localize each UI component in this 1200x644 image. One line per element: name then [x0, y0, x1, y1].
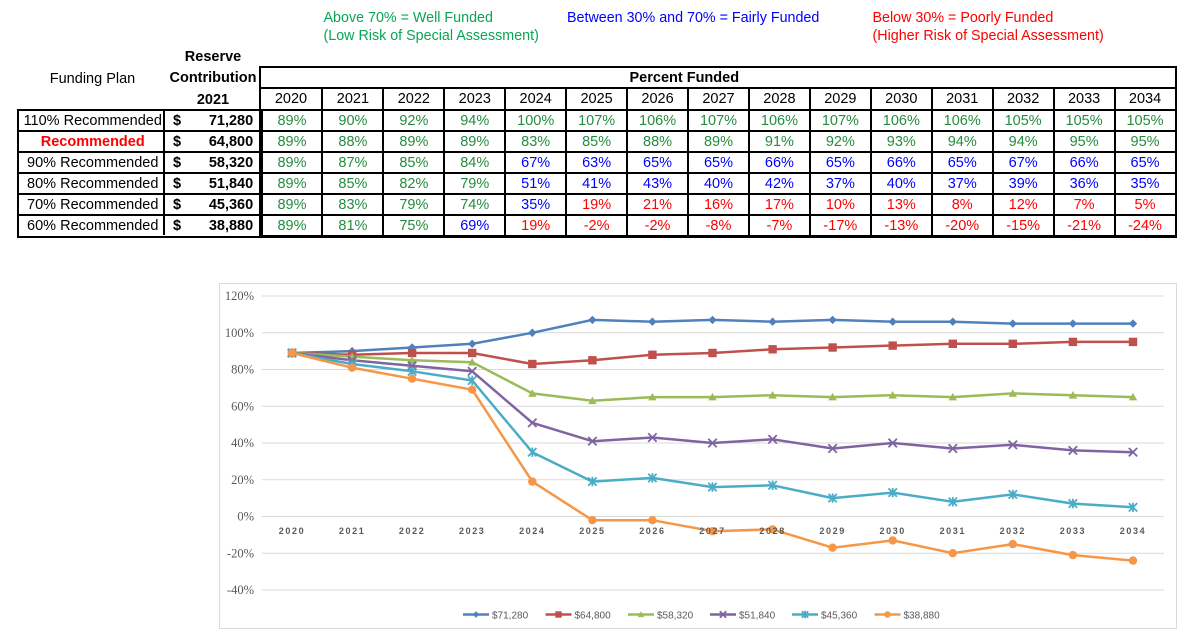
svg-text:2030: 2030	[879, 526, 905, 536]
svg-text:$38,880: $38,880	[904, 610, 941, 621]
svg-text:$58,320: $58,320	[657, 610, 694, 621]
svg-text:2022: 2022	[399, 526, 425, 536]
svg-text:80%: 80%	[231, 363, 254, 377]
svg-text:2023: 2023	[459, 526, 485, 536]
svg-text:$51,840: $51,840	[739, 610, 776, 621]
svg-text:2020: 2020	[279, 526, 305, 536]
svg-text:2034: 2034	[1120, 526, 1146, 536]
svg-text:2025: 2025	[579, 526, 605, 536]
svg-text:2024: 2024	[519, 526, 545, 536]
svg-text:2021: 2021	[339, 526, 365, 536]
svg-text:40%: 40%	[231, 436, 254, 450]
svg-text:2033: 2033	[1060, 526, 1086, 536]
svg-text:120%: 120%	[225, 289, 254, 303]
svg-text:2028: 2028	[759, 526, 785, 536]
svg-text:20%: 20%	[231, 473, 254, 487]
svg-text:100%: 100%	[225, 326, 254, 340]
svg-text:2029: 2029	[819, 526, 845, 536]
svg-text:2032: 2032	[1000, 526, 1026, 536]
svg-text:2026: 2026	[639, 526, 665, 536]
svg-text:2027: 2027	[699, 526, 725, 536]
svg-text:-20%: -20%	[227, 546, 254, 560]
svg-text:-40%: -40%	[227, 583, 254, 597]
svg-text:$64,800: $64,800	[575, 610, 612, 621]
svg-text:0%: 0%	[237, 510, 254, 524]
svg-text:$45,360: $45,360	[821, 610, 858, 621]
svg-text:2031: 2031	[940, 526, 966, 536]
svg-text:$71,280: $71,280	[492, 610, 529, 621]
svg-text:60%: 60%	[231, 399, 254, 413]
